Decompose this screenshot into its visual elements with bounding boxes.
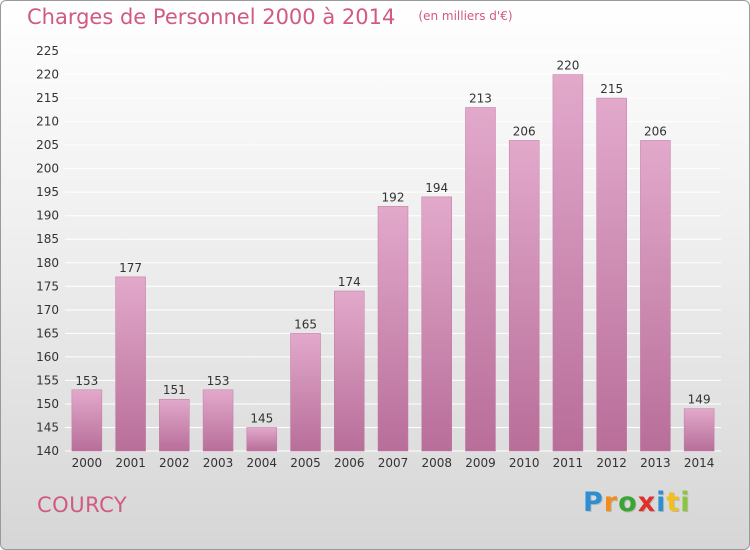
x-tick-label: 2000 bbox=[72, 456, 103, 470]
x-tick-label: 2001 bbox=[115, 456, 146, 470]
x-tick-label: 2008 bbox=[421, 456, 452, 470]
x-tick-label: 2012 bbox=[596, 456, 627, 470]
chart-title: Charges de Personnel 2000 à 2014 bbox=[27, 5, 396, 29]
x-tick-label: 2011 bbox=[553, 456, 584, 470]
data-label: 174 bbox=[338, 275, 361, 289]
logo-letter: i bbox=[656, 487, 667, 518]
logo-letter: x bbox=[637, 487, 657, 518]
y-tick-label: 220 bbox=[36, 68, 59, 82]
data-label: 153 bbox=[75, 374, 98, 388]
bars bbox=[71, 74, 715, 452]
x-tick-label: 2004 bbox=[247, 456, 278, 470]
bar-2001 bbox=[115, 276, 146, 452]
bar-2012 bbox=[596, 97, 627, 452]
logo-letter: r bbox=[603, 487, 619, 518]
bar-2011 bbox=[552, 74, 584, 452]
data-label: 149 bbox=[688, 393, 711, 407]
data-label: 215 bbox=[600, 82, 623, 96]
x-tick-label: 2006 bbox=[334, 456, 365, 470]
y-tick-label: 165 bbox=[36, 326, 59, 340]
x-tick-label: 2002 bbox=[159, 456, 190, 470]
y-tick-label: 215 bbox=[36, 91, 59, 105]
data-labels: 153 177 151 153 145 165 174 192 194 213 206 220 215 2… bbox=[75, 59, 710, 426]
title-row: Charges de Personnel 2000 à 2014 (en mil… bbox=[27, 5, 513, 29]
data-label: 153 bbox=[207, 374, 230, 388]
bar-2005 bbox=[290, 333, 321, 452]
y-axis-ticks: 140 145 150 155 160 165 170 175 180 185 190 195 200 2… bbox=[36, 44, 59, 458]
chart-subtitle: (en milliers d'€) bbox=[418, 9, 513, 23]
logo-letter: o bbox=[618, 487, 638, 518]
y-tick-label: 205 bbox=[36, 138, 59, 152]
data-label: 194 bbox=[425, 181, 448, 195]
x-tick-label: 2009 bbox=[465, 456, 496, 470]
x-axis-ticks: 2000 2001 2002 2003 2004 2005 2006 2007 2008 2009… bbox=[72, 456, 715, 470]
y-tick-label: 160 bbox=[36, 350, 59, 364]
x-tick-label: 2014 bbox=[684, 456, 715, 470]
y-tick-label: 210 bbox=[36, 115, 59, 129]
data-label: 145 bbox=[250, 411, 273, 425]
commune-name: COURCY bbox=[37, 493, 128, 517]
data-label: 220 bbox=[556, 59, 579, 73]
logo-letter: i bbox=[680, 487, 691, 518]
bar-2010 bbox=[508, 140, 540, 452]
y-tick-label: 140 bbox=[36, 444, 59, 458]
y-tick-label: 190 bbox=[36, 209, 59, 223]
y-tick-label: 225 bbox=[36, 44, 59, 58]
y-tick-label: 155 bbox=[36, 373, 59, 387]
bar-2013 bbox=[640, 140, 671, 452]
bar-2014 bbox=[683, 408, 715, 452]
data-label: 206 bbox=[644, 124, 667, 138]
bar-2002 bbox=[159, 398, 190, 452]
x-tick-label: 2013 bbox=[640, 456, 671, 470]
y-tick-label: 175 bbox=[36, 279, 59, 293]
bar-2000 bbox=[71, 389, 103, 452]
data-label: 151 bbox=[163, 383, 186, 397]
logo-letter: t bbox=[666, 487, 681, 518]
y-tick-label: 170 bbox=[36, 303, 59, 317]
y-tick-label: 200 bbox=[36, 162, 59, 176]
y-tick-label: 145 bbox=[36, 420, 59, 434]
proxiti-logo: Proxiti bbox=[583, 487, 691, 518]
bar-2009 bbox=[465, 107, 496, 452]
y-tick-label: 150 bbox=[36, 397, 59, 411]
bar-2007 bbox=[377, 206, 409, 452]
x-tick-label: 2007 bbox=[378, 456, 409, 470]
bar-2008 bbox=[421, 196, 452, 452]
bar-2004 bbox=[246, 427, 278, 452]
x-tick-label: 2010 bbox=[509, 456, 540, 470]
x-tick-label: 2003 bbox=[203, 456, 234, 470]
data-label: 213 bbox=[469, 91, 492, 105]
x-tick-label: 2005 bbox=[290, 456, 321, 470]
data-label: 165 bbox=[294, 317, 317, 331]
data-label: 206 bbox=[513, 124, 536, 138]
bar-2006 bbox=[334, 290, 365, 452]
y-tick-label: 185 bbox=[36, 232, 59, 246]
data-label: 177 bbox=[119, 261, 142, 275]
y-tick-label: 180 bbox=[36, 256, 59, 270]
data-label: 192 bbox=[382, 190, 405, 204]
bar-2003 bbox=[202, 389, 234, 452]
y-tick-label: 195 bbox=[36, 185, 59, 199]
logo-letter: P bbox=[583, 487, 604, 518]
